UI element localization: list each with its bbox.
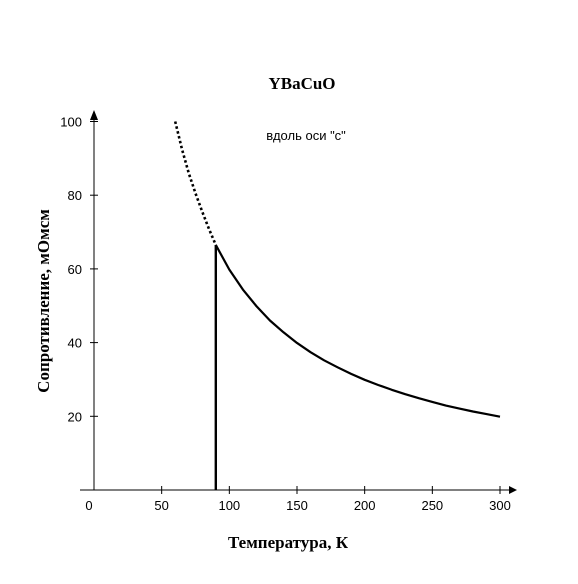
y-tick-label: 100 [60, 115, 82, 130]
x-axis-arrow [509, 486, 517, 494]
x-tick-label: 0 [85, 498, 92, 513]
ticks: 0 50 100 150 200 250 300 20 40 60 80 100 [60, 115, 511, 514]
axes [80, 110, 517, 494]
y-tick-label: 80 [68, 188, 82, 203]
x-tick-label: 50 [154, 498, 168, 513]
extrapolated-curve [173, 121, 217, 246]
x-tick-label: 200 [354, 498, 376, 513]
y-tick-label: 40 [68, 336, 82, 351]
x-tick-label: 300 [489, 498, 511, 513]
resistance-curve [214, 244, 501, 418]
x-tick-label: 100 [218, 498, 240, 513]
x-axis-label: Температура, К [228, 533, 349, 552]
y-tick-label: 20 [68, 409, 82, 424]
x-tick-label: 150 [286, 498, 308, 513]
chart-annotation: вдоль оси "с" [266, 128, 346, 143]
y-axis-arrow [90, 110, 98, 120]
chart-title: YBaCuO [268, 74, 335, 93]
y-axis-label: Сопротивление, мОмсм [34, 209, 53, 393]
y-tick-label: 60 [68, 262, 82, 277]
x-tick-label: 250 [421, 498, 443, 513]
plot-area [173, 121, 501, 490]
